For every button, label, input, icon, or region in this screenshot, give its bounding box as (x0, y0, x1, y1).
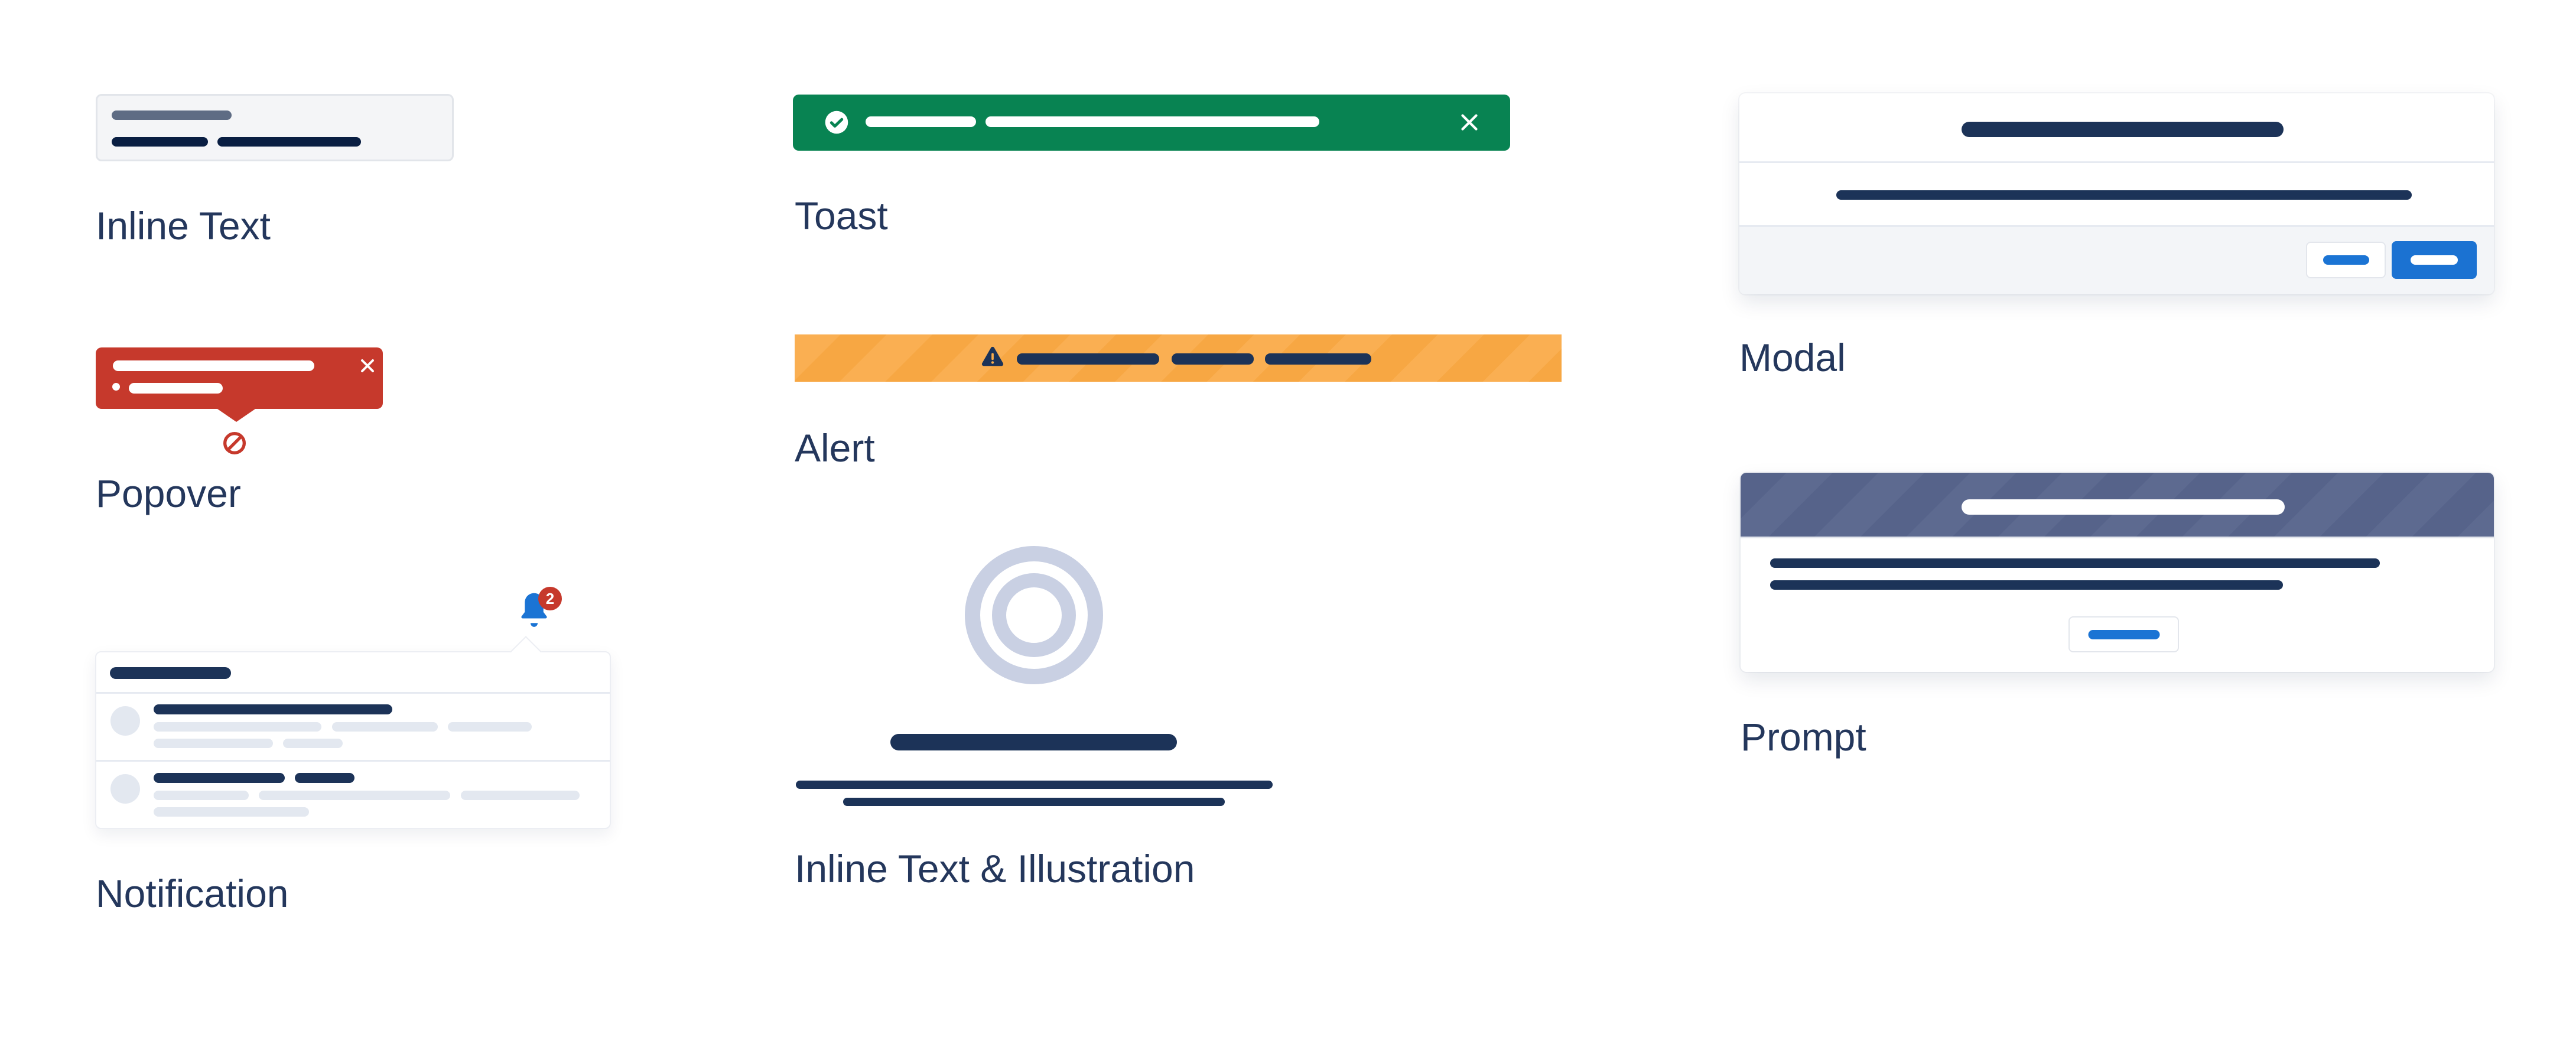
skeleton-text-bar (154, 791, 249, 800)
notification-badge: 2 (538, 587, 562, 610)
button-label-bar (2411, 255, 2458, 265)
pattern-label-inline-text-illustration: Inline Text & Illustration (795, 847, 1195, 890)
modal-footer (1739, 227, 2494, 294)
skeleton-heading-bar (112, 110, 232, 120)
divider (96, 692, 610, 694)
skeleton-text-bar (217, 137, 361, 147)
skeleton-text-bar (461, 791, 580, 800)
skeleton-title-bar (154, 773, 285, 783)
skeleton-text-bar (112, 137, 208, 147)
button-label-bar (2323, 255, 2369, 265)
check-circle-icon (824, 110, 849, 135)
notification-panel-tail (510, 636, 542, 668)
skeleton-text-bar (1770, 558, 2380, 568)
inline-text-skeleton-card (96, 94, 454, 161)
secondary-button[interactable] (2306, 242, 2386, 278)
skeleton-title-bar (295, 773, 354, 783)
alert-banner (795, 334, 1562, 382)
prompt-action-button[interactable] (2068, 616, 2179, 652)
divider (1739, 225, 2494, 227)
warning-icon (981, 346, 1004, 368)
skeleton-text-bar (796, 781, 1273, 789)
skeleton-text-bar (1017, 353, 1159, 365)
pattern-label-notification: Notification (96, 872, 289, 915)
notification-panel (95, 636, 611, 829)
avatar (110, 706, 140, 736)
prompt-header (1741, 473, 2494, 538)
button-label-bar (2088, 629, 2159, 639)
skeleton-text-bar (129, 383, 223, 394)
divider (96, 760, 610, 762)
toast-banner (793, 95, 1510, 151)
avatar (110, 774, 140, 804)
skeleton-text-bar (1172, 353, 1254, 365)
skeleton-text-bar (1770, 580, 2283, 590)
skeleton-heading-bar (110, 667, 231, 679)
skeleton-text-bar (283, 739, 343, 748)
skeleton-title-bar (154, 704, 392, 714)
skeleton-text-bar (448, 722, 532, 732)
skeleton-text-bar (843, 798, 1225, 806)
pattern-label-prompt: Prompt (1741, 715, 1866, 759)
popover-tail (216, 408, 257, 422)
divider (1739, 161, 2494, 163)
primary-button[interactable] (2392, 241, 2477, 279)
skeleton-text-bar (332, 722, 438, 732)
skeleton-text-bar (1265, 353, 1371, 365)
pattern-label-popover: Popover (96, 472, 241, 515)
skeleton-text-bar (1836, 190, 2412, 200)
concentric-circles-illustration (957, 538, 1111, 692)
skeleton-text-bar (113, 360, 314, 371)
block-icon (223, 431, 246, 455)
pattern-label-inline-text: Inline Text (96, 204, 271, 248)
skeleton-title-bar (866, 116, 976, 127)
skeleton-heading-bar (1962, 499, 2285, 515)
skeleton-bullet-dot (112, 383, 120, 391)
skeleton-heading-bar (890, 734, 1177, 750)
skeleton-text-bar (154, 739, 273, 748)
close-icon[interactable] (1456, 109, 1483, 136)
skeleton-heading-bar (1962, 122, 2284, 137)
skeleton-text-bar (154, 807, 309, 817)
close-icon[interactable] (357, 355, 378, 376)
modal-dialog (1739, 93, 2494, 294)
skeleton-text-bar (259, 791, 450, 800)
prompt-dialog (1741, 473, 2494, 672)
pattern-label-modal: Modal (1739, 336, 1846, 379)
popover-bubble (96, 347, 383, 409)
skeleton-text-bar (154, 722, 321, 732)
skeleton-text-bar (985, 116, 1319, 127)
pattern-label-toast: Toast (795, 194, 888, 238)
pattern-label-alert: Alert (795, 426, 875, 470)
